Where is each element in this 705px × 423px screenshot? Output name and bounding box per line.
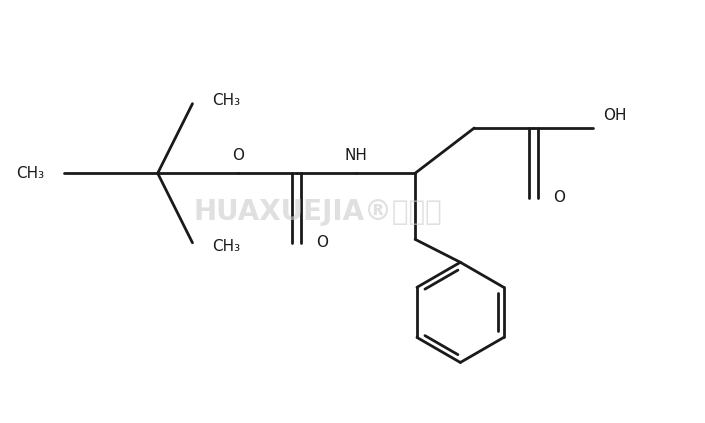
Text: CH₃: CH₃ (212, 239, 240, 254)
Text: O: O (553, 190, 565, 205)
Text: CH₃: CH₃ (16, 166, 44, 181)
Text: O: O (317, 235, 329, 250)
Text: NH: NH (345, 148, 367, 163)
Text: CH₃: CH₃ (212, 93, 240, 108)
Text: OH: OH (603, 108, 627, 123)
Text: O: O (232, 148, 244, 163)
Text: HUAXUEJIA®化学加: HUAXUEJIA®化学加 (193, 198, 442, 225)
